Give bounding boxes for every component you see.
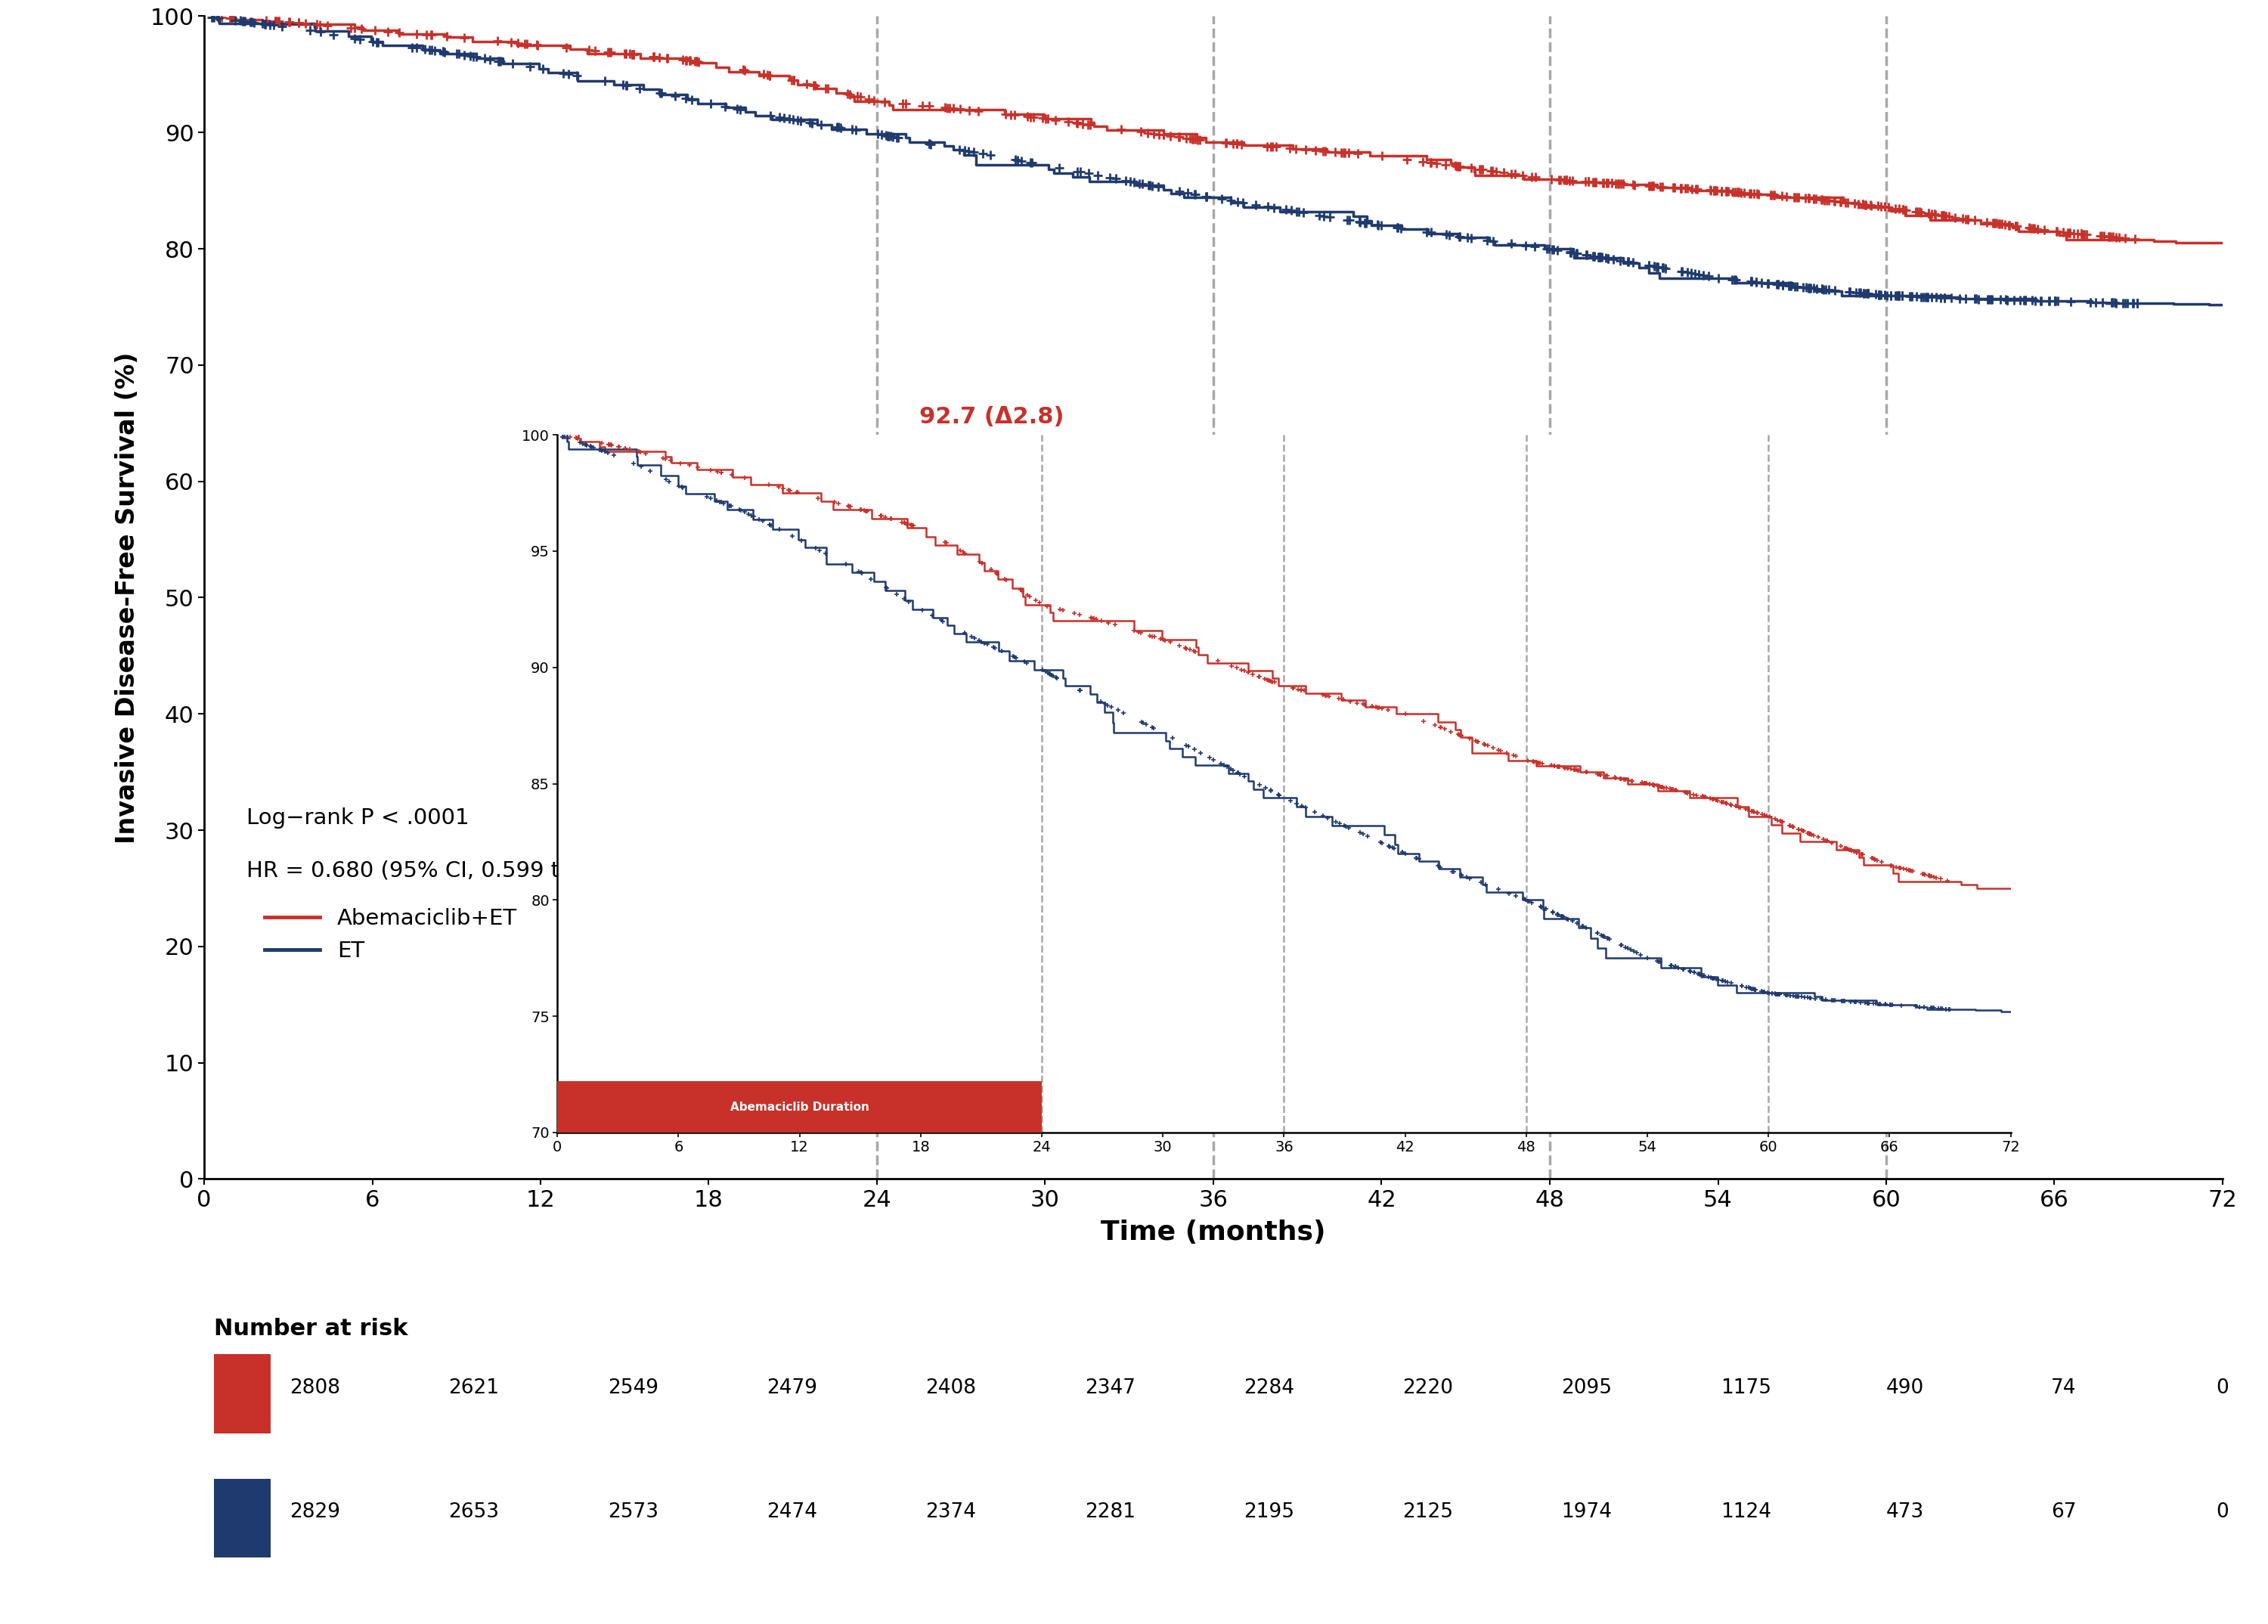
Text: 89.2 (Δ4.8): 89.2 (Δ4.8) [1186,510,1331,533]
Text: 1124: 1124 [1721,1502,1771,1522]
Text: 490: 490 [1885,1379,1923,1398]
Text: 1974: 1974 [1560,1502,1613,1522]
Text: 0: 0 [2216,1379,2229,1398]
Text: 76.0: 76.0 [1535,906,1592,927]
Text: 67: 67 [2050,1502,2075,1522]
Text: Log−rank P < .0001: Log−rank P < .0001 [247,807,469,828]
Text: 2195: 2195 [1243,1502,1295,1522]
Bar [213,1354,270,1434]
Text: 2829: 2829 [290,1502,340,1522]
Text: 2284: 2284 [1243,1379,1295,1398]
Text: 89.9: 89.9 [723,499,780,521]
Text: 473: 473 [1885,1502,1923,1522]
Text: 2408: 2408 [925,1379,975,1398]
Text: 83.6 (Δ7.6): 83.6 (Δ7.6) [1817,697,1962,718]
Text: 2573: 2573 [608,1502,658,1522]
Text: 2095: 2095 [1560,1379,1613,1398]
Text: HR = 0.680 (95% CI, 0.599 to 0.772): HR = 0.680 (95% CI, 0.599 to 0.772) [247,861,651,882]
Text: 1175: 1175 [1721,1379,1771,1398]
Text: Number at risk: Number at risk [213,1317,408,1340]
Text: 2621: 2621 [449,1379,499,1398]
Text: 92.7 (Δ2.8): 92.7 (Δ2.8) [919,406,1064,427]
Text: 2808: 2808 [290,1379,340,1398]
Text: 2220: 2220 [1402,1379,1454,1398]
Bar [213,1478,270,1557]
Text: 2347: 2347 [1084,1379,1136,1398]
Text: 2281: 2281 [1084,1502,1136,1522]
X-axis label: Time (months): Time (months) [1100,1220,1327,1246]
Text: 74: 74 [2050,1379,2075,1398]
Y-axis label: Invasive Disease-Free Survival (%): Invasive Disease-Free Survival (%) [116,352,141,843]
Text: 2474: 2474 [767,1502,816,1522]
Text: 80.0: 80.0 [1143,767,1200,788]
Text: 2125: 2125 [1402,1502,1454,1522]
Text: 0: 0 [2216,1502,2229,1522]
Text: 84.4: 84.4 [975,638,1032,661]
Text: 2479: 2479 [767,1379,816,1398]
Text: 2653: 2653 [449,1502,499,1522]
Text: 86.0 (Δ6.0): 86.0 (Δ6.0) [1508,604,1653,625]
Text: 2374: 2374 [925,1502,975,1522]
Legend: Abemaciclib+ET, ET: Abemaciclib+ET, ET [256,900,526,971]
Text: 2549: 2549 [608,1379,658,1398]
